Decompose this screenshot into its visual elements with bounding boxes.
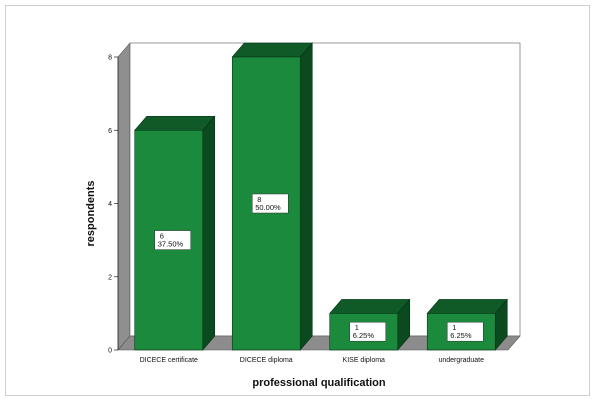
data-label: 850.00% bbox=[252, 193, 289, 214]
x-tick-label: undergraduate bbox=[438, 357, 484, 364]
y-tick-label: 8 bbox=[108, 55, 112, 62]
data-label-percent: 37.50% bbox=[158, 240, 184, 249]
bar: 16.25% bbox=[329, 298, 411, 351]
x-tick-label: DICECE certificate bbox=[140, 357, 198, 364]
data-label-box bbox=[252, 193, 289, 214]
x-tick-label: KISE diploma bbox=[343, 357, 386, 364]
data-label-box bbox=[447, 321, 484, 342]
bar: 637.50% bbox=[134, 115, 216, 351]
bar-side bbox=[202, 115, 216, 351]
bar: 16.25% bbox=[426, 298, 508, 351]
y-tick-label: 4 bbox=[108, 201, 112, 208]
data-label-percent: 6.25% bbox=[353, 331, 375, 340]
y-tick-label: 6 bbox=[108, 128, 112, 135]
y-tick-label: 2 bbox=[108, 274, 112, 281]
bars: 637.50%850.00%16.25%16.25% bbox=[134, 42, 508, 351]
data-label: 637.50% bbox=[154, 230, 191, 250]
data-label: 16.25% bbox=[447, 321, 484, 342]
x-axis: DICECE certificate DICECE diploma KISE dip… bbox=[140, 357, 485, 364]
data-label-count: 1 bbox=[355, 323, 359, 332]
data-label-count: 8 bbox=[257, 195, 261, 204]
data-label-percent: 6.25% bbox=[450, 331, 472, 340]
data-label-count: 1 bbox=[452, 323, 456, 332]
x-tick-label: DICECE diploma bbox=[240, 357, 293, 364]
side-wall bbox=[117, 42, 131, 351]
bar-top bbox=[134, 115, 216, 131]
data-label-percent: 50.00% bbox=[255, 203, 281, 212]
bar-top bbox=[329, 299, 411, 314]
bar-side bbox=[299, 42, 313, 351]
bar-top bbox=[231, 42, 313, 58]
data-label-count: 6 bbox=[160, 232, 164, 241]
data-label: 16.25% bbox=[349, 321, 386, 342]
y-tick-label: 0 bbox=[108, 348, 112, 355]
data-label-box bbox=[349, 321, 386, 342]
x-axis-label: professional qualification bbox=[252, 377, 386, 389]
y-axis-label: respondents bbox=[85, 180, 97, 246]
y-axis: 0 2 4 6 8 bbox=[108, 55, 119, 355]
bar-top bbox=[426, 299, 508, 314]
bar: 850.00% bbox=[231, 42, 313, 351]
data-label-box bbox=[154, 230, 191, 250]
